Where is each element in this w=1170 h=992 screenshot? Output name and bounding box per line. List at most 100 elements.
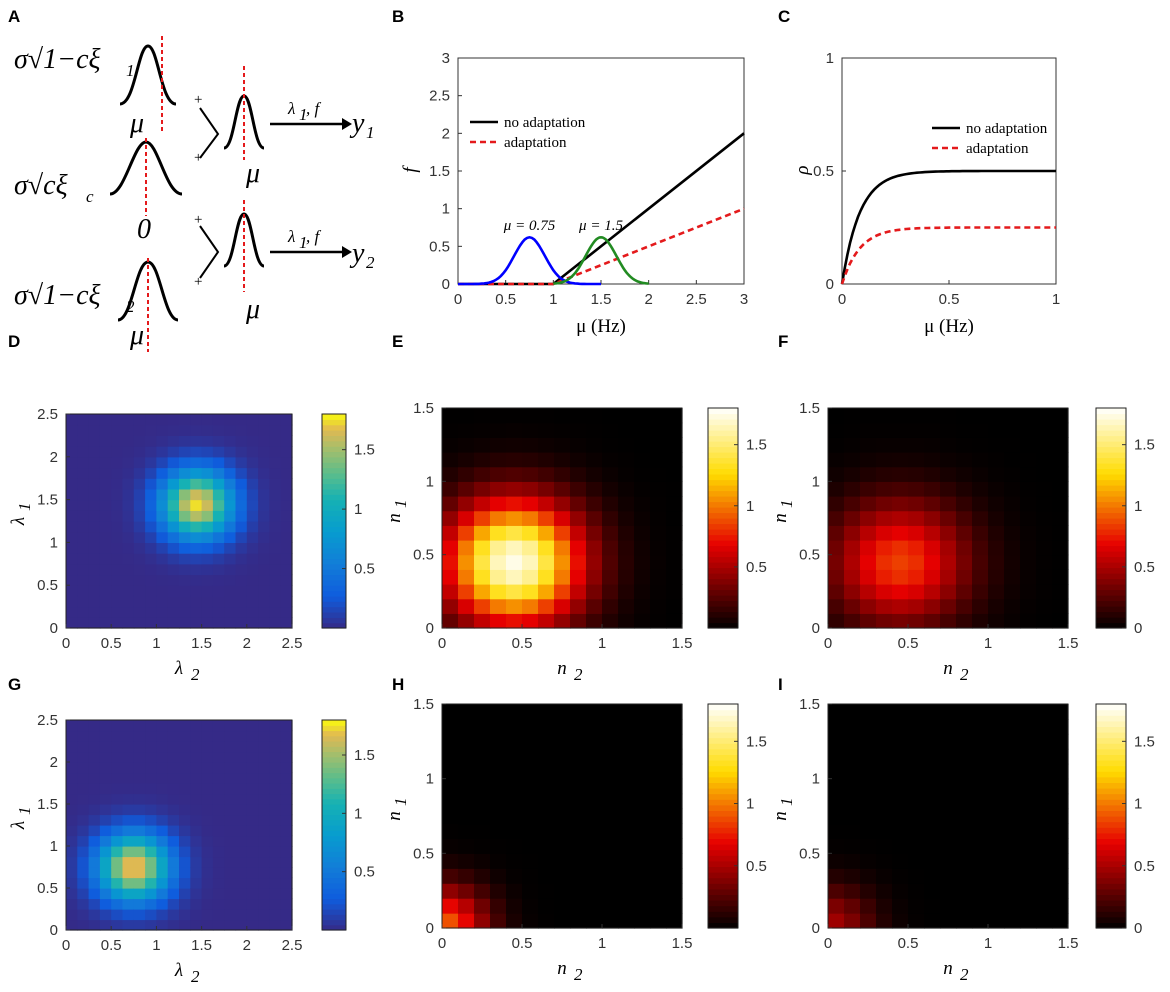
heatmap-g-cell bbox=[258, 730, 270, 742]
heatmap-h-cell bbox=[506, 763, 523, 780]
heatmap-h-cell bbox=[538, 808, 555, 825]
heatmap-f-cell bbox=[972, 496, 989, 512]
sum-symbol-bottom bbox=[199, 225, 220, 279]
heatmap-d-cell bbox=[156, 467, 169, 479]
heatmap-i-cell bbox=[1020, 733, 1037, 750]
heatmap-i-ylabel: n bbox=[770, 811, 791, 821]
heatmap-h-cell bbox=[538, 823, 555, 839]
heatmap-h-cell bbox=[634, 704, 651, 720]
heatmap-i-cell bbox=[1052, 808, 1069, 825]
heatmap-i-colorbar-label: 0 bbox=[1134, 920, 1142, 937]
heatmap-i-cell bbox=[844, 823, 861, 839]
heatmap-g-cell bbox=[66, 720, 78, 732]
heatmap-e-cell bbox=[458, 525, 475, 541]
heatmap-f-cell bbox=[924, 598, 941, 614]
heatmap-g-cell bbox=[224, 783, 237, 795]
heatmap-f-cell bbox=[860, 569, 877, 585]
heatmap-i-cell bbox=[892, 748, 909, 765]
heatmap-d-cell bbox=[77, 585, 90, 597]
heatmap-g-colorbar-segment bbox=[322, 840, 346, 847]
heatmap-g-cell bbox=[269, 888, 282, 900]
heatmap-h-ylabel-sub: 1 bbox=[391, 798, 410, 807]
heatmap-h-cell bbox=[538, 704, 555, 720]
heatmap-g-cell bbox=[224, 741, 237, 753]
heatmap-g-xtick-label: 0 bbox=[62, 937, 70, 954]
heatmap-h-colorbar-segment bbox=[708, 743, 738, 750]
heatmap-d-cell bbox=[66, 435, 78, 447]
heatmap-i-colorbar-segment bbox=[1096, 916, 1126, 923]
heatmap-f-cell bbox=[1020, 525, 1037, 541]
heatmap-h-cell bbox=[538, 778, 555, 795]
heatmap-i-cell bbox=[940, 823, 957, 839]
heatmap-g-colorbar-segment bbox=[322, 851, 346, 858]
y2-label: y bbox=[349, 238, 365, 269]
heatmap-d-cell bbox=[145, 553, 157, 565]
heatmap-d-cell bbox=[280, 531, 293, 543]
heatmap-g-cell bbox=[111, 793, 124, 805]
heatmap-f-cell bbox=[988, 408, 1005, 424]
heatmap-f-cell bbox=[908, 554, 925, 570]
heatmap-e-cell bbox=[490, 510, 507, 526]
heatmap-d-cell bbox=[212, 553, 225, 565]
heatmap-h-cell bbox=[650, 733, 667, 750]
heatmap-g-cell bbox=[269, 772, 282, 784]
heatmap-g-cell bbox=[201, 730, 214, 742]
heatmap-g-cell bbox=[269, 783, 282, 795]
heatmap-h-cell bbox=[602, 823, 619, 839]
heatmap-d-cell bbox=[167, 595, 180, 608]
heatmap-e-cell bbox=[586, 569, 603, 585]
heatmap-e-colorbar-segment bbox=[708, 490, 738, 497]
heatmap-d-cell bbox=[133, 542, 146, 554]
heatmap-d-cell bbox=[77, 574, 90, 586]
heatmap-g-colorbar-segment bbox=[322, 741, 346, 747]
heatmap-f-ytick-label: 0.5 bbox=[799, 547, 820, 564]
heatmap-d-cell bbox=[246, 446, 259, 458]
heatmap-f-cell bbox=[1052, 408, 1069, 424]
heatmap-g-cell bbox=[167, 856, 180, 868]
heatmap-i-cell bbox=[1036, 868, 1053, 884]
heatmap-g-cell bbox=[133, 720, 146, 732]
heatmap-g-cell bbox=[111, 720, 124, 732]
heatmap-d-cell bbox=[212, 617, 225, 629]
heatmap-d-cell bbox=[258, 456, 270, 469]
heatmap-f-colorbar-segment bbox=[1096, 600, 1126, 607]
heatmap-i-cell bbox=[940, 748, 957, 765]
heatmap-g-cell bbox=[145, 919, 157, 931]
heatmap-e-cell bbox=[554, 510, 571, 526]
heatmap-g-cell bbox=[66, 741, 78, 753]
heatmap-g-cell bbox=[179, 793, 191, 805]
heatmap-e-colorbar-segment bbox=[708, 446, 738, 453]
heatmap-i-colorbar-segment bbox=[1096, 832, 1126, 839]
heatmap-g-colorbar-segment bbox=[322, 856, 346, 863]
heatmap-g-cell bbox=[167, 867, 180, 879]
heatmap-i-cell bbox=[908, 733, 925, 750]
heatmap-d-cell bbox=[258, 553, 270, 565]
heatmap-i-cell bbox=[892, 898, 909, 914]
heatmap-g-cell bbox=[111, 804, 124, 816]
heatmap-d-cell bbox=[258, 574, 270, 586]
heatmap-d-xtick-label: 1 bbox=[152, 635, 160, 652]
heatmap-g-cell bbox=[111, 888, 124, 900]
heatmap-h-cell bbox=[666, 853, 683, 869]
heatmap-d-cell bbox=[145, 435, 157, 447]
heatmap-i-cell bbox=[988, 763, 1005, 780]
heatmap-i-cell bbox=[1052, 704, 1069, 720]
heatmap-i-cell bbox=[940, 838, 957, 854]
heatmap-d-frame bbox=[65, 413, 293, 629]
heatmap-g-cell bbox=[280, 877, 293, 889]
heatmap-d-cell bbox=[201, 456, 214, 469]
heatmap-g-colorbar-frame bbox=[321, 719, 347, 931]
heatmap-f-xlabel-sub: 2 bbox=[960, 665, 969, 684]
heatmap-i-frame bbox=[827, 703, 1069, 929]
heatmap-g-cell bbox=[224, 856, 237, 868]
heatmap-f-cell bbox=[972, 554, 989, 570]
heatmap-i-cell bbox=[972, 793, 989, 810]
heatmap-h-colorbar-segment bbox=[708, 737, 738, 744]
heatmap-i-cell bbox=[1004, 913, 1021, 929]
heatmap-f-cell bbox=[1036, 466, 1053, 482]
arrow-head-1 bbox=[342, 118, 352, 130]
heatmap-g-cell bbox=[201, 919, 214, 931]
heatmap-g-cell bbox=[212, 898, 225, 910]
heatmap-d-cell bbox=[224, 435, 237, 447]
heatmap-h-xtick-label: 0.5 bbox=[512, 935, 533, 952]
